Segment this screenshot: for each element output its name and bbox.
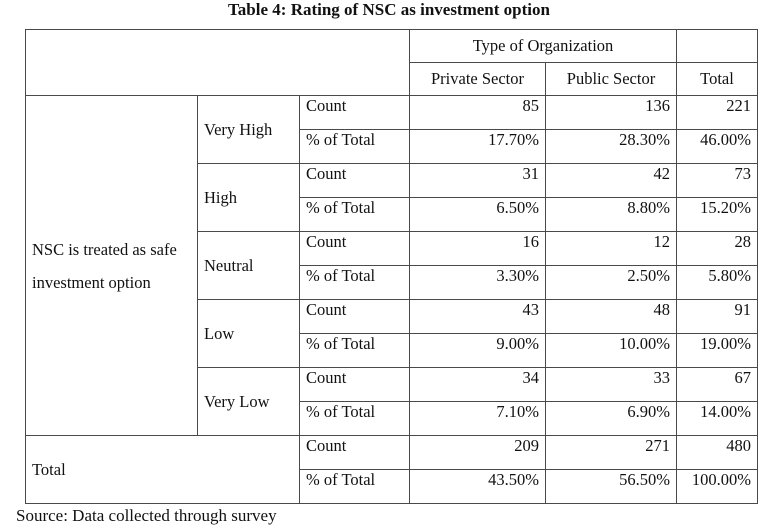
- pct-value-cell: 43.50%: [409, 469, 546, 504]
- pct-value-cell: 100.00%: [676, 469, 758, 504]
- category-label: Low: [197, 299, 300, 368]
- count-value-cell: 73: [676, 163, 758, 198]
- count-label-cell: Count: [299, 163, 410, 198]
- pct-value-cell: 9.00%: [409, 333, 546, 368]
- pct-value-cell: 14.00%: [676, 401, 758, 436]
- table-row: % of Total 6.50% 8.80% 15.20%: [26, 197, 758, 232]
- table-row: % of Total 17.70% 28.30% 46.00%: [26, 129, 758, 164]
- category-label: Very Low: [197, 367, 300, 436]
- count-value-cell: 271: [545, 435, 677, 470]
- pct-value-cell: 7.10%: [409, 401, 546, 436]
- count-value-cell: 31: [409, 163, 546, 198]
- source-note: Source: Data collected through survey: [16, 506, 277, 525]
- pct-value-cell: 2.50%: [545, 265, 677, 300]
- pct-value-cell: 6.90%: [545, 401, 677, 436]
- count-value-cell: 136: [545, 95, 677, 130]
- row-group-label: NSC is treated as safe investment option: [25, 95, 198, 436]
- column-header-public: Public Sector: [545, 62, 677, 96]
- pct-label-cell: % of Total: [299, 265, 410, 300]
- table-title: Table 4: Rating of NSC as investment opt…: [228, 0, 550, 19]
- total-row: Total Count 209 271 480: [25, 435, 758, 504]
- pct-value-cell: 17.70%: [409, 129, 546, 164]
- count-value-cell: 34: [409, 367, 546, 402]
- category-label: High: [197, 163, 300, 232]
- count-value-cell: 42: [545, 163, 677, 198]
- table-row: Neutral Count 16 12 28: [26, 231, 758, 300]
- count-label-cell: Count: [299, 435, 410, 470]
- count-value-cell: 221: [676, 95, 758, 130]
- count-value-cell: 16: [409, 231, 546, 266]
- pct-value-cell: 46.00%: [676, 129, 758, 164]
- table-row: % of Total 3.30% 2.50% 5.80%: [26, 265, 758, 300]
- nsc-rating-table: Type of Organization Private Sector Publ…: [25, 29, 758, 504]
- pct-value-cell: 5.80%: [676, 265, 758, 300]
- count-value-cell: 28: [676, 231, 758, 266]
- count-value-cell: 12: [545, 231, 677, 266]
- pct-label-cell: % of Total: [299, 401, 410, 436]
- pct-label-cell: % of Total: [299, 129, 410, 164]
- count-value-cell: 43: [409, 299, 546, 334]
- count-value-cell: 91: [676, 299, 758, 334]
- pct-value-cell: 19.00%: [676, 333, 758, 368]
- count-label-cell: Count: [299, 299, 410, 334]
- count-value-cell: 209: [409, 435, 546, 470]
- header-blank-cell: [676, 29, 758, 63]
- count-value-cell: 67: [676, 367, 758, 402]
- pct-value-cell: 56.50%: [545, 469, 677, 504]
- pct-value-cell: 28.30%: [545, 129, 677, 164]
- table-row: NSC is treated as safe investment option…: [25, 95, 758, 436]
- count-label-cell: Count: [299, 231, 410, 266]
- pct-value-cell: 15.20%: [676, 197, 758, 232]
- pct-value-cell: 10.00%: [545, 333, 677, 368]
- table-row: High Count 31 42 73: [26, 163, 758, 232]
- count-value-cell: 33: [545, 367, 677, 402]
- pct-value-cell: 3.30%: [409, 265, 546, 300]
- pct-label-cell: % of Total: [299, 197, 410, 232]
- count-label-cell: Count: [299, 367, 410, 402]
- pct-value-cell: 6.50%: [409, 197, 546, 232]
- column-header-total: Total: [676, 62, 758, 96]
- total-label: Total: [25, 435, 300, 504]
- count-value-cell: 480: [676, 435, 758, 470]
- table-row: Low Count 43 48 91: [26, 299, 758, 368]
- count-label-cell: Count: [299, 95, 410, 130]
- pct-value-cell: 8.80%: [545, 197, 677, 232]
- count-value-cell: 85: [409, 95, 546, 130]
- header-empty-cell: [25, 29, 410, 96]
- category-label: Very High: [197, 95, 300, 164]
- count-value-cell: 48: [545, 299, 677, 334]
- category-label: Neutral: [197, 231, 300, 300]
- total-row: % of Total 43.50% 56.50% 100.00%: [26, 469, 758, 504]
- pct-label-cell: % of Total: [299, 469, 410, 504]
- pct-label-cell: % of Total: [299, 333, 410, 368]
- column-group-header: Type of Organization: [409, 29, 677, 63]
- column-header-private: Private Sector: [409, 62, 546, 96]
- table-row: % of Total 9.00% 10.00% 19.00%: [26, 333, 758, 368]
